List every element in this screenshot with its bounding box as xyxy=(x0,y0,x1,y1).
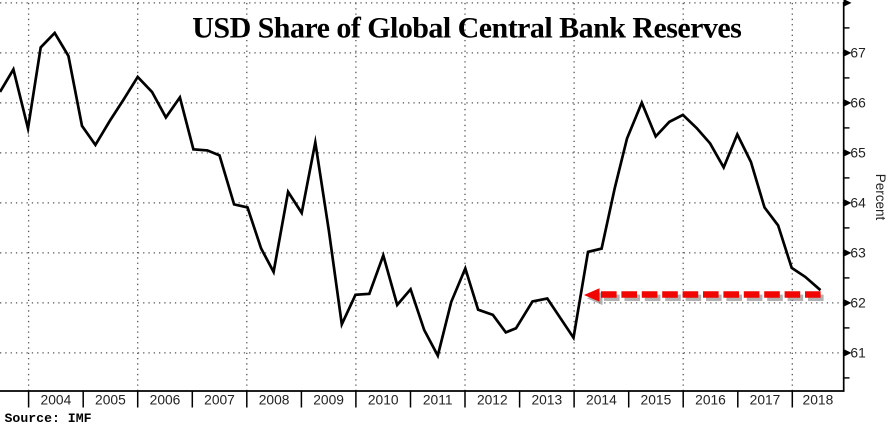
svg-text:66: 66 xyxy=(850,96,866,111)
svg-text:64: 64 xyxy=(850,196,866,211)
svg-text:2005: 2005 xyxy=(95,393,126,408)
svg-text:2017: 2017 xyxy=(750,393,781,408)
svg-text:2004: 2004 xyxy=(41,393,72,408)
svg-text:2011: 2011 xyxy=(423,393,453,408)
svg-text:2015: 2015 xyxy=(641,393,672,408)
svg-text:Source: IMF: Source: IMF xyxy=(5,411,92,425)
svg-text:Percent: Percent xyxy=(873,174,888,221)
svg-text:63: 63 xyxy=(850,246,866,261)
svg-text:2012: 2012 xyxy=(477,393,508,408)
svg-text:2006: 2006 xyxy=(150,393,181,408)
svg-text:61: 61 xyxy=(850,346,865,361)
svg-text:2010: 2010 xyxy=(368,393,399,408)
svg-text:2014: 2014 xyxy=(586,393,617,408)
svg-text:65: 65 xyxy=(850,146,866,161)
svg-text:2009: 2009 xyxy=(313,393,344,408)
svg-text:USD Share of Global Central Ba: USD Share of Global Central Bank Reserve… xyxy=(192,12,741,45)
svg-text:67: 67 xyxy=(850,46,865,61)
svg-text:62: 62 xyxy=(850,296,865,311)
svg-text:2008: 2008 xyxy=(259,393,290,408)
svg-text:2013: 2013 xyxy=(531,393,562,408)
svg-text:2016: 2016 xyxy=(695,393,726,408)
svg-text:2018: 2018 xyxy=(803,393,834,408)
svg-text:2007: 2007 xyxy=(204,393,235,408)
